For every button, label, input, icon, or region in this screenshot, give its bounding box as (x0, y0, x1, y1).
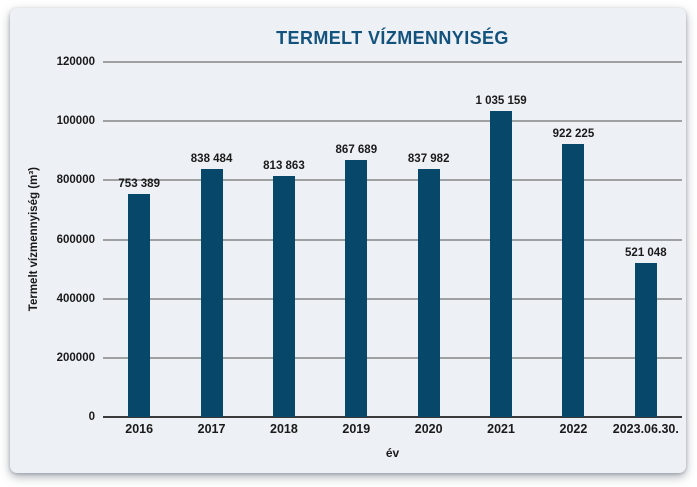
gridline (103, 61, 682, 63)
gridline (103, 239, 682, 240)
bar-value-label: 837 982 (407, 153, 450, 166)
bar-2020 (417, 169, 440, 417)
plot-area: 753 389 838 484 813 863 867 689 837 982 1 035… (103, 61, 682, 418)
x-tick-label: 2016 (125, 422, 154, 436)
gridline (103, 179, 682, 181)
bar-slot: 837 982 (393, 62, 465, 417)
y-tick-label: 200000 (56, 351, 95, 364)
x-tick-label: 2019 (342, 422, 371, 436)
x-tick-label: 2018 (270, 422, 298, 436)
bar-slot: 813 863 (248, 62, 320, 417)
bar-2023.06.30. (634, 262, 657, 417)
x-tick-label: 2017 (197, 422, 226, 436)
y-axis-ticks: 0 200000 400000 600000 800000 100000 120000 (10, 56, 95, 423)
bar-value-label: 838 484 (190, 152, 233, 165)
x-tick-label: 2022 (559, 422, 588, 436)
bar-slot: 753 389 (103, 62, 175, 417)
bars-layer: 753 389 838 484 813 863 867 689 837 982 1 035… (103, 62, 682, 417)
chart-title: TERMELT VÍZMENNYISÉG (276, 28, 509, 48)
y-tick-label: 120000 (56, 56, 95, 68)
bar-slot: 1 035 159 (465, 62, 537, 417)
y-tick-label: 100000 (56, 115, 95, 128)
bar-value-label: 521 048 (625, 246, 667, 259)
bar-slot: 521 048 (610, 62, 682, 417)
gridline (103, 298, 682, 300)
bar-2019 (345, 160, 368, 417)
gridline (103, 120, 682, 122)
y-tick-label: 600000 (56, 233, 95, 246)
bar-slot: 838 484 (175, 62, 247, 417)
x-tick-label: 2021 (487, 422, 515, 436)
bar-2021 (490, 110, 513, 417)
bar-slot: 867 689 (320, 62, 392, 417)
bar-value-label: 922 225 (552, 128, 595, 141)
x-axis-title: év (385, 446, 400, 460)
bar-2016 (128, 194, 151, 417)
y-tick-label: 800000 (56, 174, 95, 187)
y-tick-label: 0 (88, 411, 95, 423)
bar-value-label: 1 035 159 (475, 94, 527, 107)
bar-2017 (200, 168, 223, 417)
bar-2018 (272, 176, 295, 417)
y-tick-label: 400000 (56, 292, 95, 305)
x-tick-label: 2020 (414, 422, 443, 436)
bar-slot: 922 225 (537, 62, 609, 417)
bar-value-label: 867 689 (335, 144, 378, 157)
bar-value-label: 753 389 (118, 178, 160, 191)
x-tick-label: 2023.06.30. (612, 422, 679, 436)
chart-card: TERMELT VÍZMENNYISÉG Termelt vízmennyisé… (10, 8, 686, 473)
bar-value-label: 813 863 (263, 160, 305, 173)
x-axis-ticks: 2016 2017 2018 2019 2020 2021 2022 2023.06.30. (103, 422, 682, 436)
gridline (103, 357, 682, 359)
bar-2022 (562, 144, 585, 417)
x-axis-line (103, 416, 682, 418)
